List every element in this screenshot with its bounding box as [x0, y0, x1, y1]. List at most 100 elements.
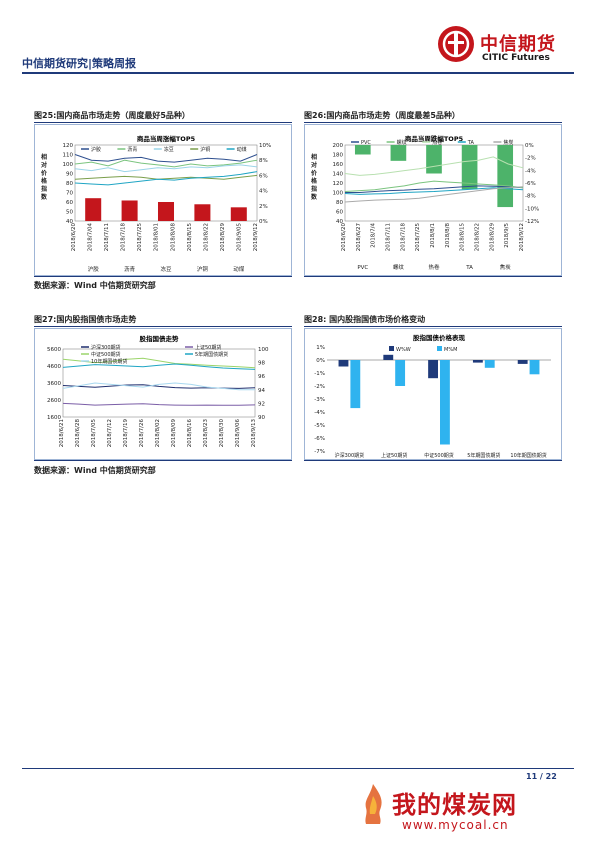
series-line-上证50期货	[62, 402, 256, 406]
bar-category-label: 热卷	[428, 263, 440, 271]
y2-tick-label: -12%	[525, 219, 539, 225]
x-tick-label: 2018/8/15	[187, 223, 193, 252]
x-category-label: 5年期国债期货	[467, 452, 500, 459]
y-tick-label: 40	[66, 219, 73, 225]
figure-28-rule-bottom	[304, 460, 562, 461]
x-tick-label: 2018/9/12	[519, 223, 525, 251]
figure-27-source: 数据来源：Wind 中信期货研究部	[34, 466, 156, 475]
y-tick-label: 2600	[47, 398, 61, 404]
y-tick-label: 60	[336, 210, 343, 216]
chart-commodity-top5: 商品当周涨幅TOP5 40 50 60 70 80 90 100 110 120 0% 2% 4% 6% 8…	[41, 134, 271, 273]
y2-tick-label: 4%	[259, 189, 268, 195]
legend-label: 沪铜	[200, 146, 210, 153]
bar-W%W-5年期国债期货	[472, 360, 483, 363]
y-tick-label: 50	[66, 210, 73, 216]
figure-27-rule	[34, 326, 292, 327]
y2-tick-label: 98	[258, 361, 265, 367]
bar-category-label: 动煤	[233, 265, 245, 273]
bar-category-label: PVC	[357, 265, 368, 271]
legend-label: 热卷	[432, 139, 442, 146]
legend-label: 沥青	[127, 146, 137, 153]
figure-27-title: 图27:国内股指国债市场走势	[34, 315, 137, 324]
x-tick-label: 2018/8/29	[220, 223, 226, 252]
x-tick-label: 2018/7/11	[104, 223, 110, 251]
y-tick-label: 180	[333, 153, 344, 159]
y2-tick-label: -10%	[525, 206, 539, 212]
x-tick-label: 2018/7/12	[107, 419, 113, 447]
y-tick-label: -3%	[314, 397, 325, 403]
bar-热卷	[426, 145, 442, 174]
bar-M%M-沪深300期货	[350, 360, 361, 409]
x-tick-label: 2018/7/19	[123, 419, 129, 448]
x-tick-label: 2018/9/5	[504, 223, 510, 248]
watermark-text: 我的煤炭网	[392, 791, 517, 819]
header-divider	[22, 72, 574, 74]
x-tick-label: 2018/7/25	[137, 223, 143, 252]
figure-26-title: 图26:国内商品市场走势（周度最差5品种）	[304, 111, 460, 120]
x-tick-label: 2018/8/1	[430, 223, 436, 248]
x-tick-label: 2018/8/08	[170, 223, 176, 252]
y-tick-label: 1%	[316, 345, 325, 351]
flame-logo-icon	[360, 782, 386, 826]
y-tick-label: 90	[66, 172, 73, 178]
chart-title: 股指国债走势	[140, 334, 180, 343]
x-tick-label: 2018/7/26	[139, 419, 145, 448]
y-axis-label-char: 格	[41, 177, 48, 185]
y2-tick-label: 6%	[259, 173, 268, 179]
logo-text-en: CITIC Futures	[482, 53, 550, 63]
legend-label: M%M	[444, 347, 457, 353]
figure-26-panel: 商品当周跌幅TOP5 40 60 80 100 120 140 160 180 200 -12% -1…	[304, 124, 562, 276]
x-tick-label: 2018/6/21	[59, 419, 65, 447]
bar-M%M-上证50期货	[395, 360, 406, 386]
bar-category-label: 沥青	[124, 265, 136, 273]
bar-螺纹	[390, 145, 407, 161]
y-tick-label: 100	[63, 162, 74, 168]
y2-tick-label: 2%	[259, 204, 268, 210]
figure-26-rule-bottom	[304, 276, 562, 277]
x-category-label: 沪深300期货	[335, 452, 365, 459]
x-tick-label: 2018/7/11	[386, 223, 392, 251]
chart-title: 商品当周跌幅TOP5	[405, 134, 464, 143]
y-axis-label-char: 对	[41, 161, 47, 169]
legend-label: TA	[467, 140, 475, 146]
x-category-label: 上证50期货	[381, 452, 407, 459]
report-title: 中信期货研究|策略周报	[22, 57, 137, 70]
y-tick-label: -7%	[314, 449, 325, 455]
bar-沪铜	[194, 204, 211, 221]
x-tick-label: 2018/8/15	[460, 223, 466, 252]
x-tick-label: 2018/9/13	[251, 419, 257, 448]
figure-25-rule-bottom	[34, 276, 292, 277]
y-axis-label-char: 相	[311, 153, 317, 161]
figure-27-panel: 股指国债走势 1600 2600 3600 4600 5600 90 92 94 96 98 100 2…	[34, 328, 292, 460]
legend-label: PVC	[361, 140, 371, 146]
y-axis-label-char: 相	[41, 153, 47, 161]
footer-divider	[22, 768, 574, 769]
logo-text-cn: 中信期货	[480, 34, 556, 55]
chart-price-change: 股指国债价格表现 -7% -6% -5% -4% -3% -2% -1% 0% 1% 沪深300期货…	[314, 333, 551, 459]
y2-tick-label: 96	[258, 374, 265, 380]
bar-沥青	[121, 200, 138, 221]
figure-25-rule	[34, 122, 292, 123]
y-axis-label-char: 数	[41, 193, 48, 201]
x-tick-label: 2018/6/27	[356, 223, 362, 252]
y-axis-label-char: 价	[311, 170, 318, 177]
y-axis-label-char: 价	[41, 170, 48, 177]
chart-title: 股指国债价格表现	[413, 333, 466, 342]
x-tick-label: 2018/6/20	[341, 223, 347, 252]
figure-25-panel: 商品当周涨幅TOP5 40 50 60 70 80 90 100 110 120 0% 2% 4% 6% 8…	[34, 124, 292, 276]
y-tick-label: -4%	[314, 410, 325, 416]
y2-tick-label: 0%	[259, 219, 268, 225]
x-tick-label: 2018/6/28	[75, 419, 81, 448]
bar-TA	[461, 145, 478, 190]
x-tick-label: 2018/9/12	[253, 223, 259, 251]
legend-swatch	[389, 346, 394, 351]
bar-category-label: TA	[465, 265, 473, 271]
y2-tick-label: 100	[258, 347, 269, 353]
y-tick-label: 200	[333, 143, 344, 149]
y-axis-label-char: 对	[311, 161, 317, 169]
legend-label: 5年期国债期货	[195, 351, 228, 358]
series-line-10年期国债期货	[62, 382, 255, 391]
x-category-label: 中证500期货	[424, 452, 454, 459]
y2-tick-label: 0%	[525, 143, 534, 149]
y-axis-label-char: 数	[311, 193, 318, 201]
